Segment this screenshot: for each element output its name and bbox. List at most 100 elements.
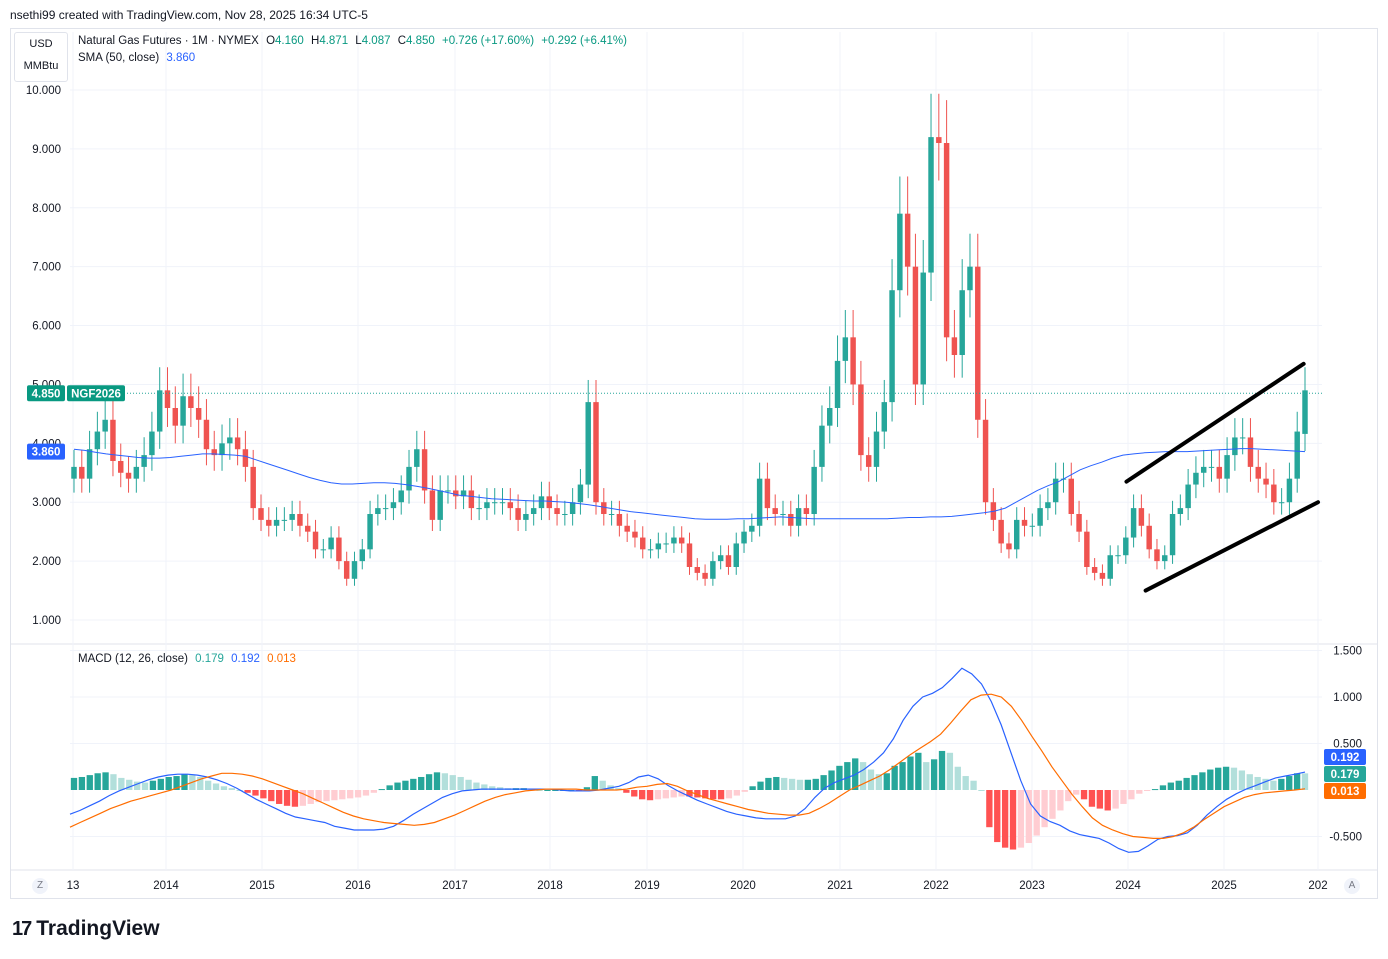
candle-body <box>881 402 888 432</box>
macd-histogram-bar <box>441 773 449 790</box>
macd-histogram-bar <box>94 773 101 790</box>
candle-body <box>1037 508 1043 526</box>
sma-path <box>73 448 1306 520</box>
candle-body <box>219 443 225 456</box>
macd-histogram-bar <box>354 790 362 798</box>
candle-body <box>1107 555 1113 579</box>
macd-histogram-bar <box>946 752 954 790</box>
macd-histogram-bar <box>749 786 756 790</box>
macd-histogram-bar <box>702 790 709 799</box>
sma-legend[interactable]: SMA (50, close) 3.860 <box>78 52 199 64</box>
macd-histogram-bar <box>78 776 86 790</box>
hist-price-tag-bg <box>1324 766 1366 782</box>
grid <box>10 32 1378 871</box>
candle-body <box>1123 537 1129 556</box>
macd-histogram-bar <box>970 780 977 790</box>
candle-body <box>297 514 303 526</box>
macd-histogram-bar <box>725 790 733 799</box>
candle-body <box>780 514 786 515</box>
macd-histogram-bar <box>449 775 456 790</box>
candle-body <box>367 514 373 550</box>
candle-body <box>702 572 708 579</box>
macd-histogram-bar <box>457 776 464 790</box>
candle-body <box>1045 502 1051 509</box>
macd-histogram-bar <box>228 788 235 790</box>
macd-histogram-bar <box>1080 790 1088 800</box>
price-tags: 4.850 NGF2026 3.860 0.192 0.179 0.013 <box>27 385 1366 799</box>
macd-histogram-bar <box>1293 773 1301 790</box>
candle-body <box>562 514 568 515</box>
unit-label: MMBtu <box>23 60 59 72</box>
contract-tag-bg <box>67 385 125 402</box>
candle-body <box>694 567 701 573</box>
candle-body <box>1271 484 1277 503</box>
macd-histogram-bar <box>402 780 409 790</box>
candle-body <box>141 455 147 467</box>
macd-histogram-bar <box>820 775 827 790</box>
candle-body <box>118 461 124 473</box>
macd-histogram-bar <box>710 790 717 800</box>
candle-body <box>491 502 498 504</box>
macd-histogram-bar <box>1222 766 1230 790</box>
candle-body <box>624 525 630 532</box>
macd-histogram-bar <box>733 790 741 796</box>
time-tick-label: 2015 <box>249 880 275 892</box>
macd-histogram-bar <box>788 778 796 790</box>
candle-body <box>1185 484 1191 509</box>
macd-histogram-bar <box>1001 790 1009 848</box>
macd-histogram-bar <box>1112 790 1119 809</box>
hist-price-tag: 0.179 <box>1331 769 1360 781</box>
candle-body <box>1154 549 1160 562</box>
candle-body <box>94 431 101 450</box>
candle-body <box>125 472 132 479</box>
candle-body <box>1208 466 1215 468</box>
tradingview-logo: 17 TradingView <box>12 917 160 941</box>
macd-histogram-bar <box>836 765 843 790</box>
macd-histogram-bar <box>165 776 172 790</box>
sma-price-tag: 3.860 <box>32 447 61 459</box>
macd-histogram-bar <box>599 780 606 790</box>
macd-histogram-bar <box>1151 789 1159 791</box>
time-tick-label: 2017 <box>442 880 468 892</box>
main-legend[interactable]: Natural Gas Futures · 1M · NYMEX O4.160 … <box>78 35 631 47</box>
candle-body <box>1232 437 1238 456</box>
zoom-icon[interactable]: Z <box>32 878 48 894</box>
candle-body <box>172 408 179 426</box>
macd-histogram-bar <box>1286 776 1293 790</box>
time-tick-label: 202 <box>1308 880 1327 892</box>
unit-selector[interactable]: USD MMBtu <box>14 32 68 82</box>
macd-histogram-bar <box>118 777 125 790</box>
candle-body <box>554 508 560 514</box>
macd-histogram-bar <box>70 777 78 790</box>
time-tick-label: 2024 <box>1115 880 1141 892</box>
candle-body <box>476 508 482 510</box>
macd-histogram-bar <box>102 772 109 790</box>
signal-price-tag: 0.013 <box>1331 786 1360 798</box>
macd-histogram-bar <box>386 785 393 790</box>
candle-body <box>382 508 389 510</box>
macd-legend[interactable]: MACD (12, 26, close) 0.179 0.192 0.013 <box>78 653 300 665</box>
macd-histogram-bar <box>1065 790 1072 802</box>
candle-body <box>437 490 443 520</box>
candle-body <box>678 537 685 544</box>
candle-body <box>1278 502 1285 504</box>
macd-histogram-bar <box>670 790 677 798</box>
candle-body <box>647 549 654 551</box>
auto-scale-icon[interactable]: A <box>1344 878 1360 894</box>
candle-body <box>312 531 319 550</box>
candle-body <box>811 466 817 514</box>
macd-histogram-bar <box>378 789 385 791</box>
chart-frame <box>10 28 1378 899</box>
candle-body <box>1076 514 1082 532</box>
macd-histogram-bar <box>110 774 117 790</box>
macd-histogram-bar <box>323 790 330 802</box>
candle-body <box>756 478 763 526</box>
candle-body <box>1052 478 1059 503</box>
candle-body <box>772 508 778 514</box>
macd-histogram-bar <box>212 783 220 790</box>
macd-histogram-bar <box>1073 790 1080 795</box>
macd-histogram-bar <box>544 790 551 791</box>
macd-histogram-bar <box>638 790 646 800</box>
macd-histogram-bar <box>781 777 788 790</box>
